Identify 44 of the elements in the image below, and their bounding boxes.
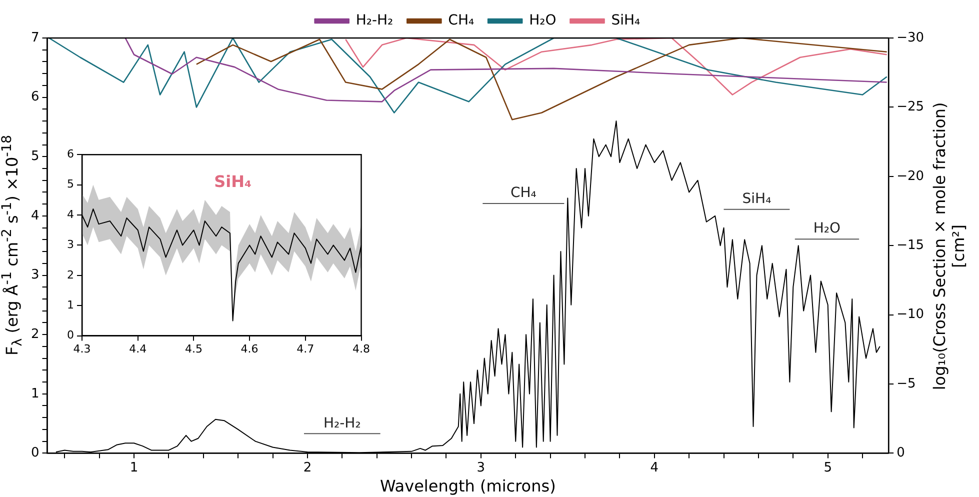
x-axis-title: Wavelength (microns) [380, 476, 556, 496]
y2-tick-label: 0 [896, 446, 905, 461]
x-tick-label: 5 [824, 460, 832, 476]
annotation: H₂O [813, 220, 841, 237]
legend-label: CH₄ [448, 12, 474, 29]
y-tick-label: 0 [67, 328, 74, 342]
x-tick-label: 4.3 [73, 342, 91, 356]
y-tick-label: 4 [67, 208, 74, 221]
x-tick-label: 4.6 [240, 342, 258, 356]
x-tick-label: 3 [476, 460, 486, 476]
annotation: SiH₄ [214, 172, 252, 191]
x-tick-label: 4.7 [296, 342, 314, 356]
legend-label: SiH₄ [611, 12, 641, 29]
x-tick-label: 4.5 [184, 342, 202, 356]
y-tick-label: 2 [67, 268, 74, 282]
annotation: CH₄ [510, 185, 537, 202]
x-tick-label: 4 [650, 460, 659, 476]
legend-label: H₂-H₂ [356, 12, 394, 29]
y2-tick-label: −10 [896, 307, 924, 322]
x-tick-label: 2 [303, 460, 312, 476]
legend-label: H₂O [529, 12, 556, 29]
annotation: SiH₄ [742, 191, 772, 208]
y-tick-label: 3 [67, 238, 74, 252]
y-tick-label: 6 [30, 90, 40, 105]
y-tick-label: 1 [67, 298, 74, 312]
y2-tick-label: −15 [896, 238, 924, 253]
x-tick-label: 4.8 [352, 342, 370, 356]
y-tick-label: 5 [67, 178, 74, 191]
y2-tick-label: −20 [896, 168, 924, 184]
y-tick-label: 5 [30, 149, 40, 164]
y-tick-label: 0 [30, 446, 40, 461]
y-tick-label: 3 [30, 268, 40, 283]
y2-axis-title: log₁₀(Cross Section × mole fraction) [cm²] [929, 100, 968, 392]
y2-tick-label: −30 [896, 30, 924, 46]
x-tick-label: 4.4 [129, 342, 147, 356]
y-tick-label: 7 [30, 30, 40, 46]
y-tick-label: 1 [30, 386, 40, 402]
y2-tick-label: −5 [896, 376, 916, 392]
y-tick-label: 4 [30, 208, 40, 224]
x-tick-label: 1 [130, 460, 138, 476]
y-tick-label: 2 [30, 326, 40, 342]
y-tick-label: 6 [67, 147, 74, 160]
y2-tick-label: −25 [896, 100, 924, 115]
annotation: H₂-H₂ [323, 415, 361, 432]
